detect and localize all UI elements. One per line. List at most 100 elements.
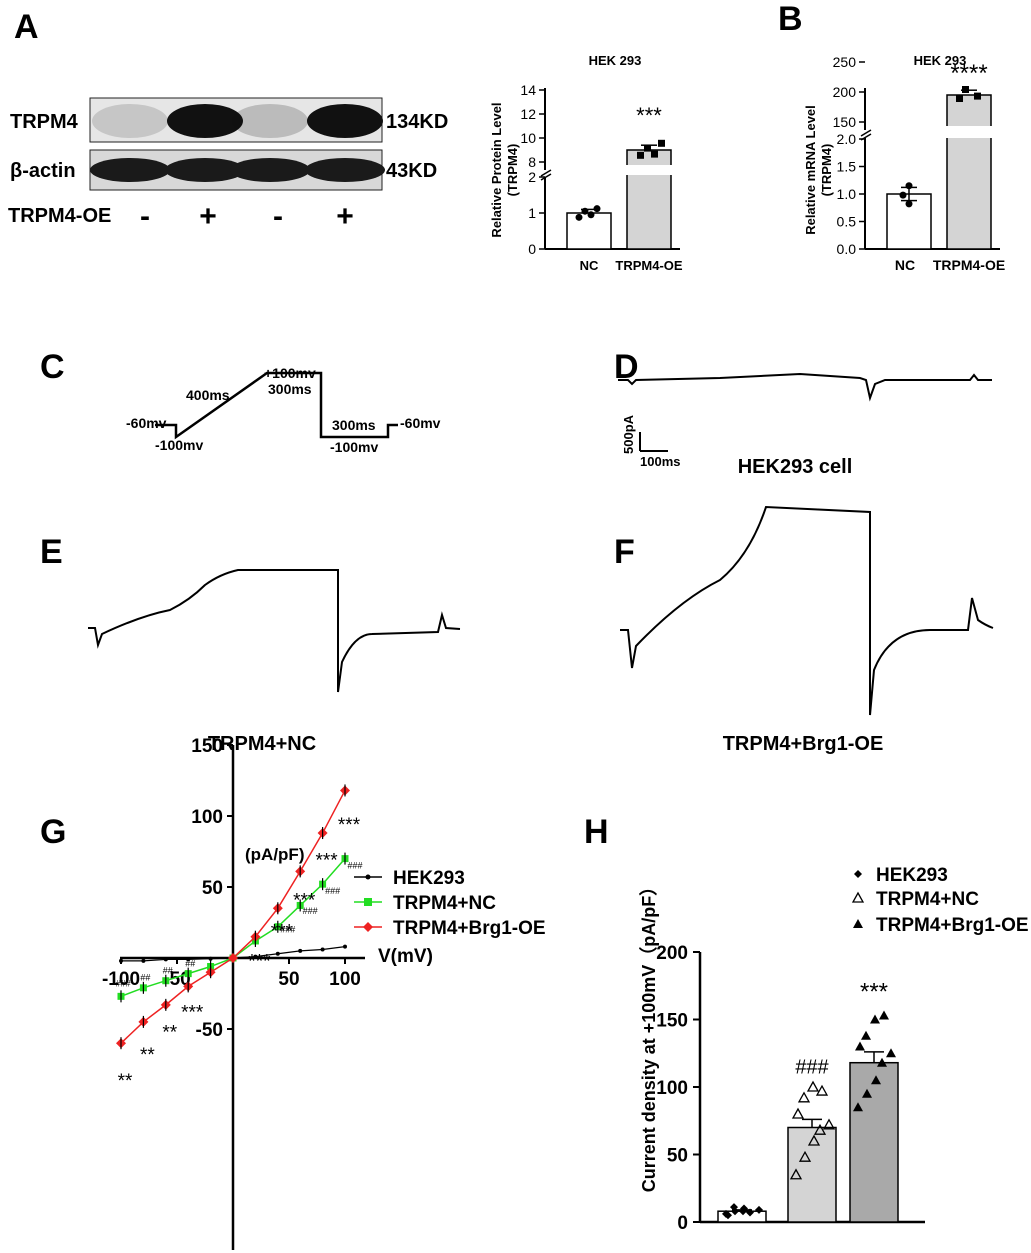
B-bar-break-gap bbox=[946, 126, 992, 138]
wb-oe-label: TRPM4-OE bbox=[8, 205, 111, 227]
B-point-nc bbox=[899, 191, 907, 199]
B-ylabel-2: (TRPM4) bbox=[819, 144, 834, 197]
trace-D bbox=[618, 372, 992, 402]
B-ytick-label: 2.0 bbox=[837, 131, 857, 147]
H-point-nc bbox=[822, 1118, 836, 1130]
A-ylabel-1: Relative Protein Level bbox=[489, 102, 504, 237]
G-sig-green-6: ### bbox=[325, 886, 340, 896]
wb-band-actin-2 bbox=[230, 158, 310, 182]
scalebar-y-label: 500pA bbox=[621, 414, 636, 454]
wb-label-trpm4: TRPM4 bbox=[10, 111, 79, 133]
G-xtick-label: 50 bbox=[278, 969, 299, 990]
B-point-nc bbox=[905, 200, 913, 208]
G-legend-label-2: TRPM4+Brg1-OE bbox=[393, 918, 546, 939]
G-sig-red-3: *** bbox=[181, 1003, 204, 1024]
G-sig-green-3: ## bbox=[185, 959, 195, 969]
G-xtick-label: -100 bbox=[102, 969, 140, 990]
B-ytick-label: 0.0 bbox=[837, 241, 857, 257]
G-sig-green-2: ## bbox=[163, 966, 173, 976]
G-legend-marker bbox=[365, 874, 371, 880]
A-ytick-label: 14 bbox=[520, 82, 536, 98]
H-legend-label-2: TRPM4+Brg1-OE bbox=[876, 915, 1029, 936]
protocol-bottom: -100mv bbox=[330, 439, 378, 455]
wb-band-trpm4-1 bbox=[167, 104, 243, 138]
G-sig-red-0: ** bbox=[118, 1071, 133, 1092]
G-sig-red-6: *** bbox=[293, 890, 316, 911]
H-ytick-label: 100 bbox=[656, 1078, 688, 1099]
H-ytick-label: 0 bbox=[677, 1213, 688, 1234]
A-title: HEK 293 bbox=[589, 53, 642, 68]
H-point-hek bbox=[730, 1203, 738, 1212]
H-ytick-label: 200 bbox=[656, 943, 688, 964]
caption-D: HEK293 cell bbox=[738, 456, 853, 478]
A-ytick-label: 0 bbox=[528, 241, 536, 257]
G-sig-red-8: *** bbox=[338, 815, 361, 836]
wb-size-actin: 43KD bbox=[386, 160, 437, 182]
wb-band-actin-0 bbox=[90, 158, 170, 182]
panel-label-B: B bbox=[778, 0, 803, 38]
G-point-hek bbox=[275, 951, 280, 956]
protocol-trace bbox=[155, 371, 398, 440]
H-point-nc bbox=[815, 1084, 829, 1096]
A-point-nc bbox=[581, 207, 589, 215]
A-ylabel-2: (TRPM4) bbox=[505, 144, 520, 197]
B-ytick-label: 0.5 bbox=[837, 214, 857, 230]
A-point-oe bbox=[637, 151, 644, 159]
G-sig-green-1: ## bbox=[140, 973, 150, 983]
G-xlabel: V(mV) bbox=[378, 946, 433, 967]
H-point-hek bbox=[724, 1211, 732, 1220]
G-sig-red-5: *** bbox=[271, 922, 294, 943]
A-point-oe bbox=[651, 150, 658, 158]
G-legend-label-0: HEK293 bbox=[393, 868, 465, 889]
panel-label-G: G bbox=[40, 813, 66, 851]
G-sig-red-4: *** bbox=[248, 951, 271, 972]
H-point-brg1 bbox=[853, 1102, 863, 1112]
A-point-nc bbox=[587, 211, 595, 219]
wb-lane-sign-0: - bbox=[140, 200, 150, 233]
B-ytick-label: 1.0 bbox=[837, 186, 857, 202]
H-point-hek bbox=[755, 1205, 763, 1214]
H-legend-marker-1 bbox=[851, 891, 865, 903]
protocol-end: -60mv bbox=[400, 415, 441, 431]
H-point-brg1 bbox=[879, 1010, 889, 1020]
A-xcat-0: NC bbox=[580, 258, 599, 273]
B-bar-oe bbox=[946, 94, 992, 250]
A-ytick-label: 12 bbox=[520, 106, 536, 122]
B-point-nc bbox=[905, 182, 913, 190]
B-sig: **** bbox=[950, 60, 987, 87]
A-bar-break-gap bbox=[626, 165, 672, 175]
A-ytick-label: 1 bbox=[528, 205, 536, 221]
panel-label-F: F bbox=[614, 533, 635, 571]
H-point-hek bbox=[739, 1207, 747, 1216]
G-point-brg1 bbox=[228, 953, 238, 963]
H-point-brg1 bbox=[886, 1048, 896, 1058]
G-point-hek bbox=[141, 958, 146, 963]
H-ytick-label: 150 bbox=[656, 1011, 688, 1032]
G-ytick-label: 150 bbox=[191, 736, 223, 757]
A-ytick-label: 2 bbox=[528, 169, 536, 185]
caption-E: TRPM4+NC bbox=[208, 733, 316, 755]
G-xtick-label: 100 bbox=[329, 969, 361, 990]
A-sig: *** bbox=[636, 103, 662, 128]
B-ytick-label: 150 bbox=[833, 114, 857, 130]
G-point-hek bbox=[320, 947, 325, 952]
G-legend-label-1: TRPM4+NC bbox=[393, 893, 496, 914]
A-break-a bbox=[540, 173, 552, 181]
protocol-ramp: 400ms bbox=[186, 387, 230, 403]
B-title: HEK 293 bbox=[914, 53, 967, 68]
wb-band-actin-3 bbox=[305, 158, 385, 182]
B-break-b bbox=[860, 129, 872, 137]
caption-F: TRPM4+Brg1-OE bbox=[723, 733, 884, 755]
G-point-hek bbox=[119, 958, 123, 963]
B-ytick-label: 1.5 bbox=[837, 159, 857, 175]
H-point-nc bbox=[798, 1150, 812, 1162]
H-point-nc bbox=[813, 1123, 827, 1135]
A-break-b bbox=[540, 169, 552, 177]
H-point-brg1 bbox=[871, 1075, 881, 1085]
A-xcat-1: TRPM4-OE bbox=[615, 258, 683, 273]
B-ytick-label: 250 bbox=[833, 54, 857, 70]
wb-label-actin: β-actin bbox=[10, 160, 76, 182]
G-point-hek bbox=[186, 957, 191, 962]
G-legend-marker bbox=[363, 922, 373, 932]
